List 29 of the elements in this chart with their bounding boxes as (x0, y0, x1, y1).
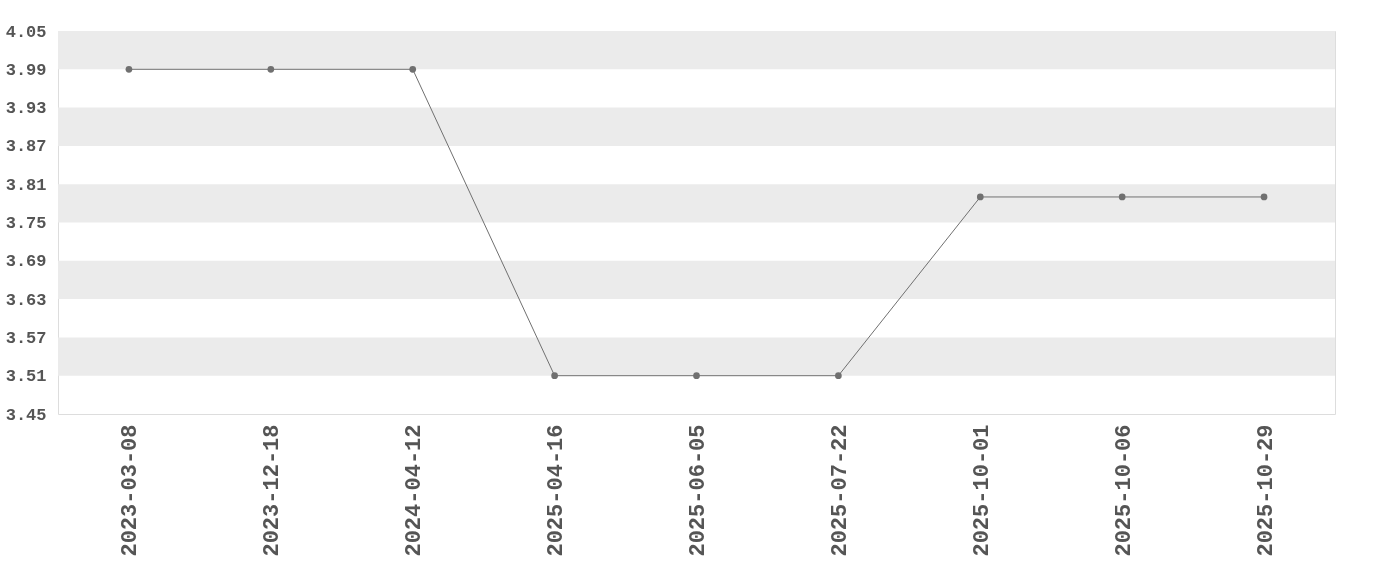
y-tick-label: 3.45 (5, 405, 47, 425)
point (409, 65, 417, 73)
point (835, 372, 842, 380)
x-tick-label: 2023-12-18 (260, 424, 286, 557)
y-tick-label: 3.81 (5, 175, 47, 195)
y-tick-label: 3.93 (5, 99, 47, 119)
y-tick-label: 3.51 (5, 367, 47, 387)
x-tick-label: 2024-04-12 (402, 424, 428, 557)
x-tick-label: 2025-06-05 (686, 424, 711, 557)
x-tick-label: 2023-03-08 (118, 424, 144, 557)
y-tick-label: 3.75 (5, 214, 47, 233)
y-tick-label: 3.87 (5, 137, 47, 157)
y-tick-label: 3.99 (5, 60, 47, 80)
x-tick-label: 2025-07-22 (827, 424, 853, 557)
point (976, 193, 984, 201)
x-tick-label: 2025-04-16 (544, 424, 570, 557)
y-tick-label: 4.05 (5, 22, 47, 42)
x-tick-label: 2025-10-01 (969, 424, 995, 557)
point (693, 372, 700, 380)
point (1118, 193, 1126, 201)
point (1260, 193, 1268, 201)
point (551, 372, 558, 380)
x-tick-label: 2025-10-06 (1111, 424, 1137, 557)
point (267, 65, 275, 73)
point (125, 65, 133, 73)
y-tick-label: 3.63 (5, 290, 47, 310)
y-tick-label: 3.57 (5, 328, 47, 348)
y-tick-label: 3.69 (5, 252, 47, 272)
x-tick-label: 2025-10-29 (1253, 424, 1279, 557)
